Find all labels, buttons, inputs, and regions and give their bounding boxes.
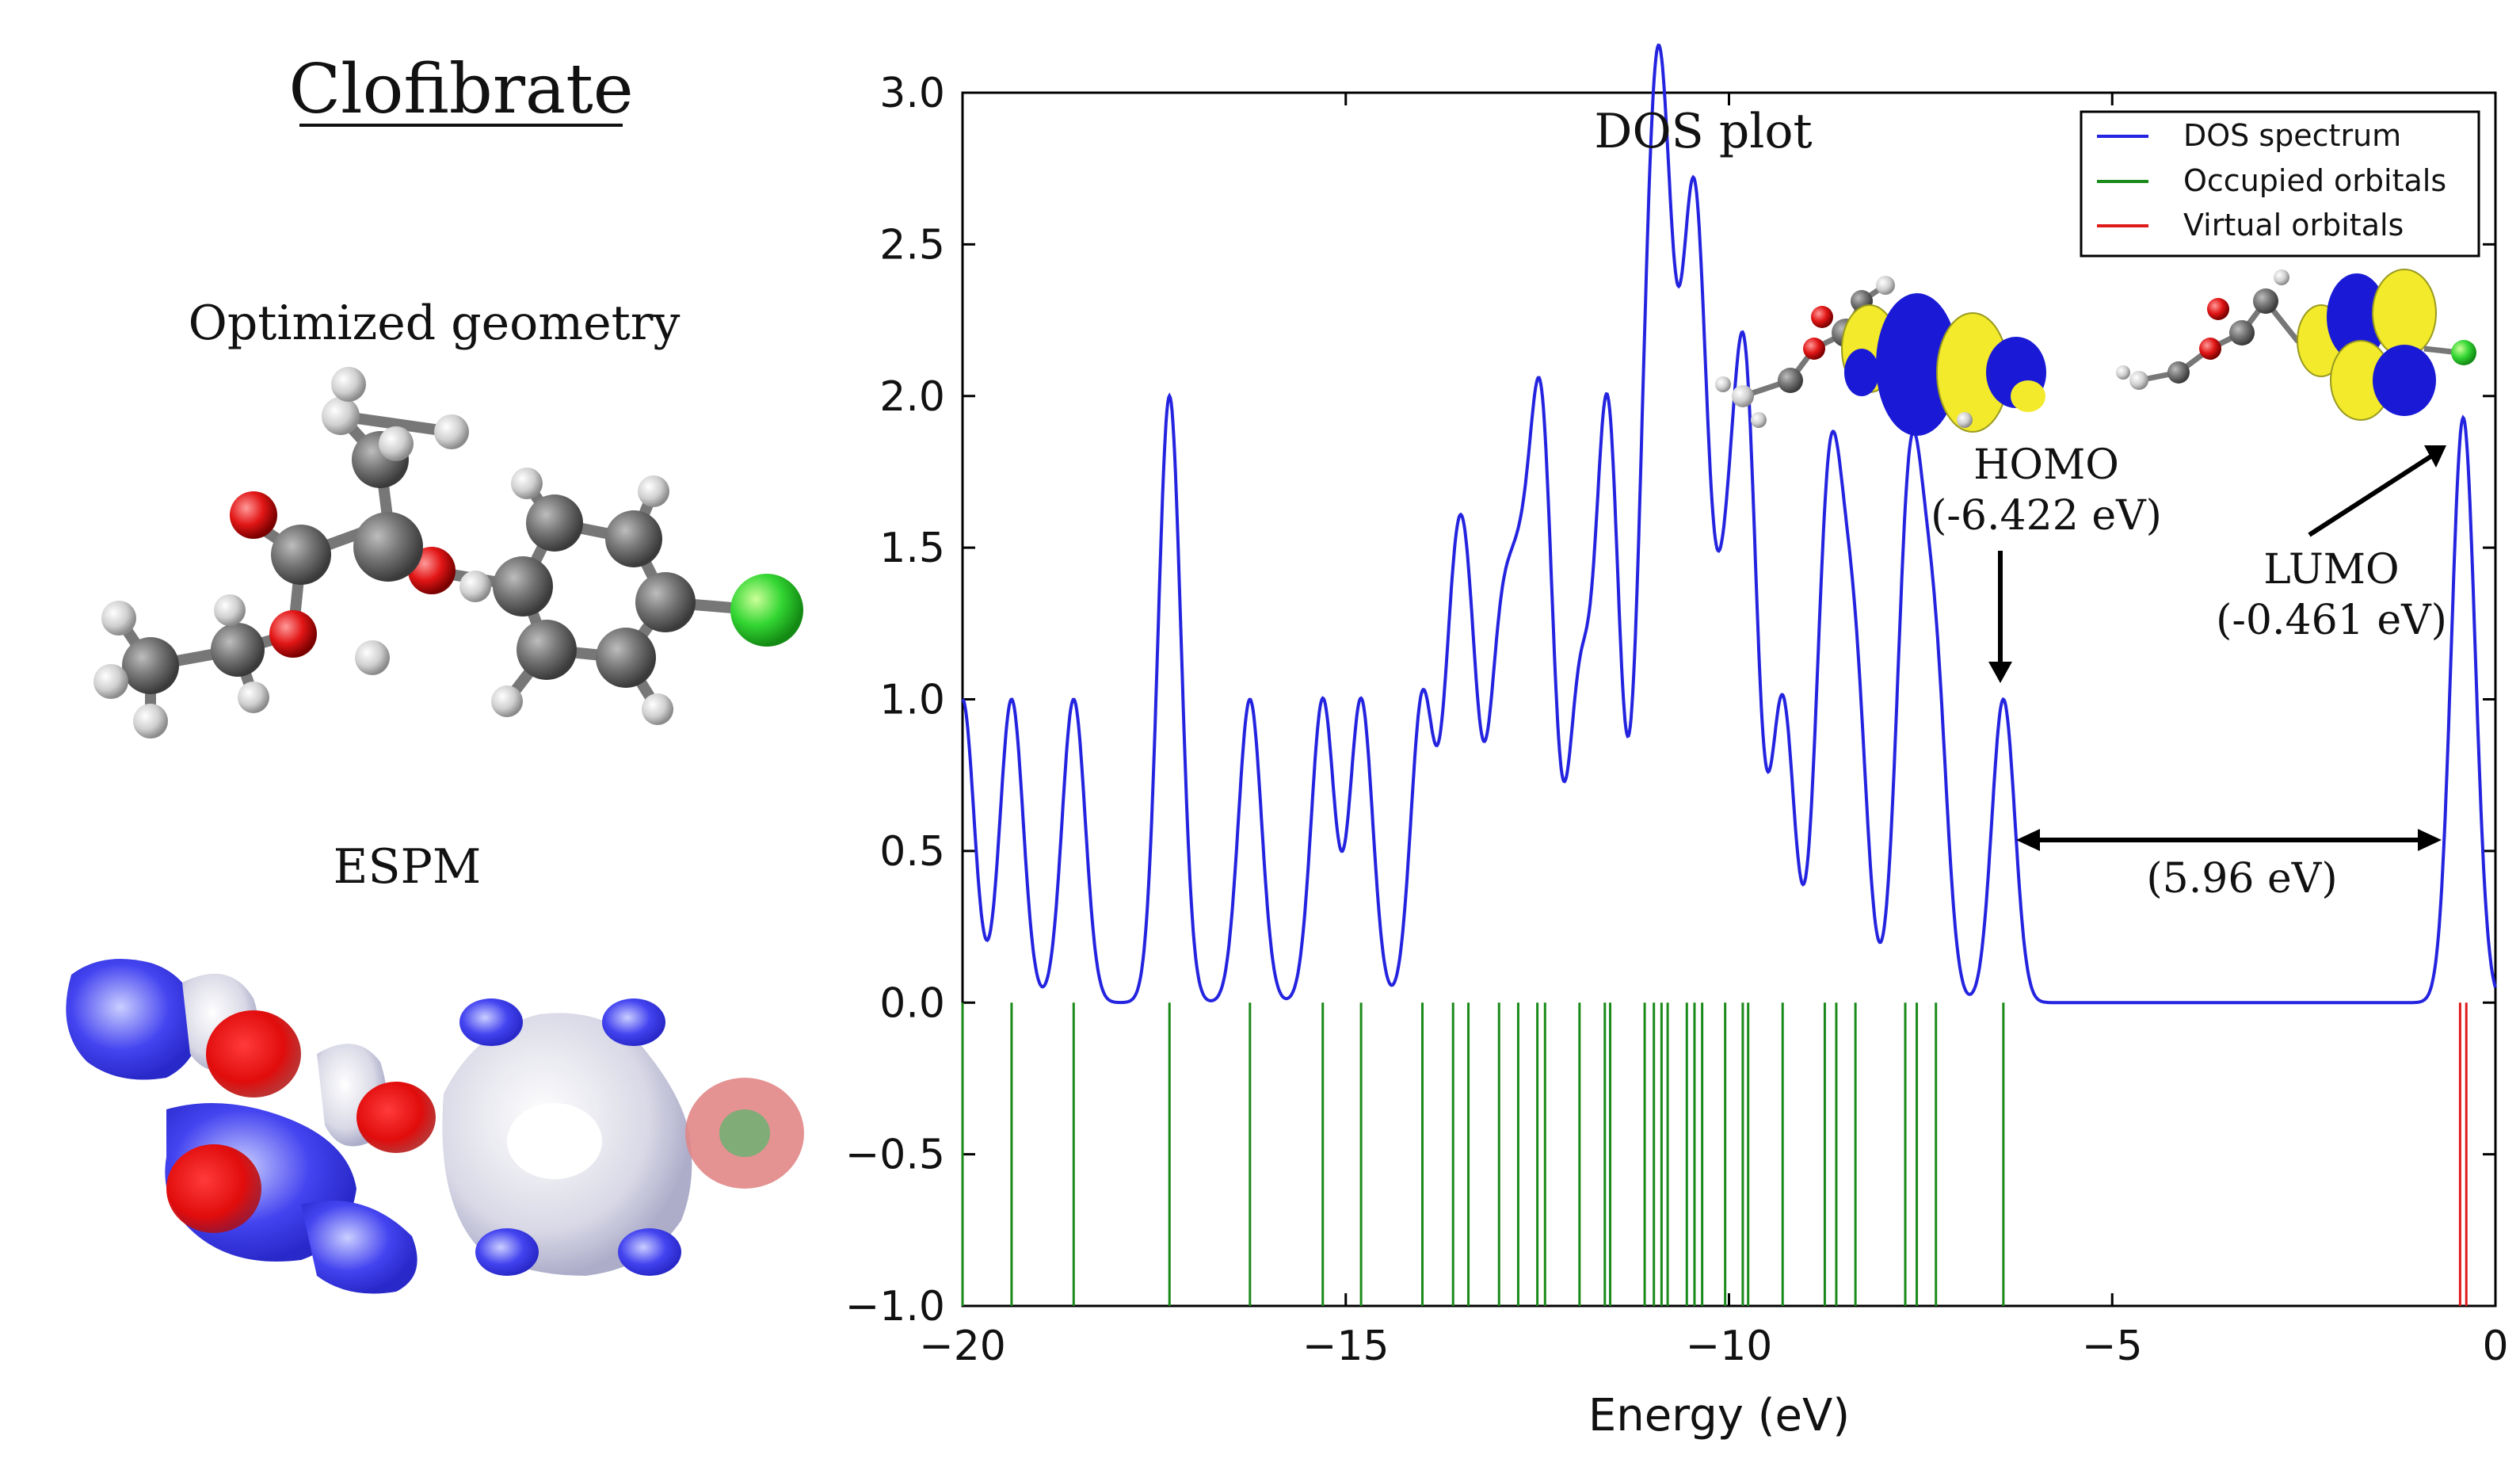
- legend-label-virtual: Virtual orbitals: [2183, 208, 2404, 242]
- y-tick-label: 2.5: [879, 221, 945, 269]
- x-axis-label: Energy (eV): [1588, 1390, 1850, 1441]
- y-axis-ticks: −1.0 −0.5 0.0 0.5 1.0 1.5 2.0 2.5 3.0: [845, 70, 2495, 1330]
- gap-arrowhead-left: [2016, 829, 2040, 851]
- homo-arrowhead: [1988, 662, 2012, 683]
- x-axis-ticks: −20 −15 −10 −5 0: [919, 93, 2509, 1370]
- y-tick-label: 0.5: [879, 828, 945, 876]
- y-tick-label: 3.0: [879, 70, 945, 117]
- y-tick-label: 1.5: [879, 525, 945, 572]
- y-tick-label: 1.0: [879, 677, 945, 724]
- x-tick-label: −5: [2082, 1323, 2143, 1370]
- gap-value: (5.96 eV): [2146, 855, 2337, 903]
- lumo-arrowhead: [2424, 445, 2446, 468]
- gap-arrowhead-right: [2418, 829, 2442, 851]
- lumo-value: (-0.461 eV): [2216, 597, 2447, 644]
- dos-spectrum-line: [961, 43, 2497, 1005]
- homo-value: (-6.422 eV): [1931, 492, 2162, 540]
- compound-title: Clofibrate: [288, 50, 633, 129]
- y-tick-label: −1.0: [845, 1283, 945, 1330]
- x-tick-label: −15: [1302, 1323, 1390, 1370]
- legend-label-occupied: Occupied orbitals: [2183, 163, 2446, 198]
- plot-area-frame: [961, 91, 2497, 1308]
- orbital-sticks: [961, 1002, 2468, 1306]
- optimized-geometry-image: [93, 367, 803, 739]
- lumo-orbital-image: [2116, 269, 2476, 421]
- dos-chart: −1.0−0.50.00.51.01.52.02.53.0 −20 −15 −10−…: [845, 43, 2509, 1441]
- homo-orbital-image: [1715, 276, 2046, 436]
- espm-label: ESPM: [334, 839, 482, 895]
- x-tick-label: 0: [2482, 1323, 2508, 1370]
- chart-title: DOS plot: [1594, 104, 1812, 159]
- y-tick-label: −0.5: [845, 1132, 945, 1179]
- y-tick-label: 0.0: [879, 979, 945, 1027]
- x-tick-label: −10: [1686, 1323, 1773, 1370]
- homo-label: HOMO: [1973, 441, 2119, 489]
- espm-image: [66, 959, 804, 1294]
- lumo-label: LUMO: [2263, 546, 2399, 594]
- legend-label-dos: DOS spectrum: [2183, 118, 2401, 153]
- y-tick-label: 2.0: [879, 373, 945, 421]
- lumo-arrow: [2308, 453, 2434, 537]
- geometry-label: Optimized geometry: [189, 296, 681, 351]
- legend: DOS spectrum Occupied orbitals Virtual o…: [2080, 110, 2480, 258]
- x-tick-label: −20: [919, 1323, 1006, 1370]
